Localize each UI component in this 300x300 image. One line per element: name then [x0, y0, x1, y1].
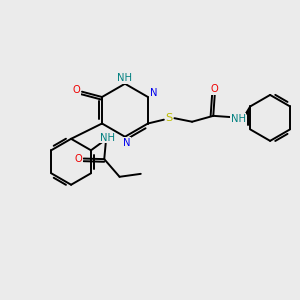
Text: N: N: [150, 88, 158, 98]
Text: N: N: [123, 138, 130, 148]
Text: O: O: [73, 85, 81, 95]
Text: NH: NH: [231, 114, 246, 124]
Text: S: S: [166, 113, 173, 123]
Text: O: O: [211, 84, 219, 94]
Text: NH: NH: [100, 133, 115, 143]
Text: O: O: [74, 154, 82, 164]
Text: NH: NH: [118, 74, 133, 83]
